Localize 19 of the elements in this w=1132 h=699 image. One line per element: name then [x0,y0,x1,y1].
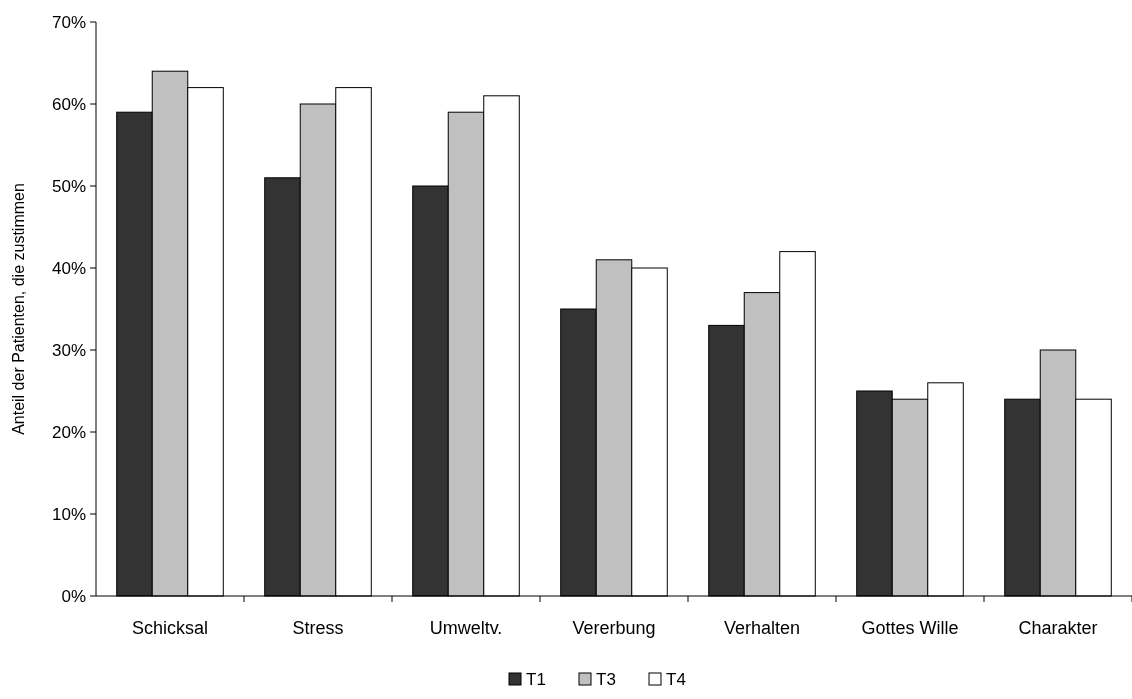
y-tick-label: 40% [51,258,86,278]
y-tick-label: 60% [51,94,86,114]
y-tick-label: 0% [61,586,86,606]
x-tick-label: Vererbung [572,618,656,638]
y-tick-label: 30% [51,340,86,360]
y-tick-label: 10% [51,504,86,524]
legend-label: T1 [526,670,546,689]
x-tick-label: Charakter [1018,618,1098,638]
x-tick-label: Schicksal [131,618,209,638]
x-tick-label: Gottes Wille [861,618,959,638]
x-tick-label: Verhalten [723,618,801,638]
y-axis-title: Anteil der Patienten, die zustimmen [10,183,27,435]
x-tick-label: Umweltv. [429,618,503,638]
y-tick-label: 50% [51,176,86,196]
legend-label: T3 [596,670,616,689]
y-tick-label: 70% [51,12,86,32]
legend-label: T4 [666,670,686,689]
x-tick-label: Stress [292,618,344,638]
y-tick-label: 20% [51,422,86,442]
